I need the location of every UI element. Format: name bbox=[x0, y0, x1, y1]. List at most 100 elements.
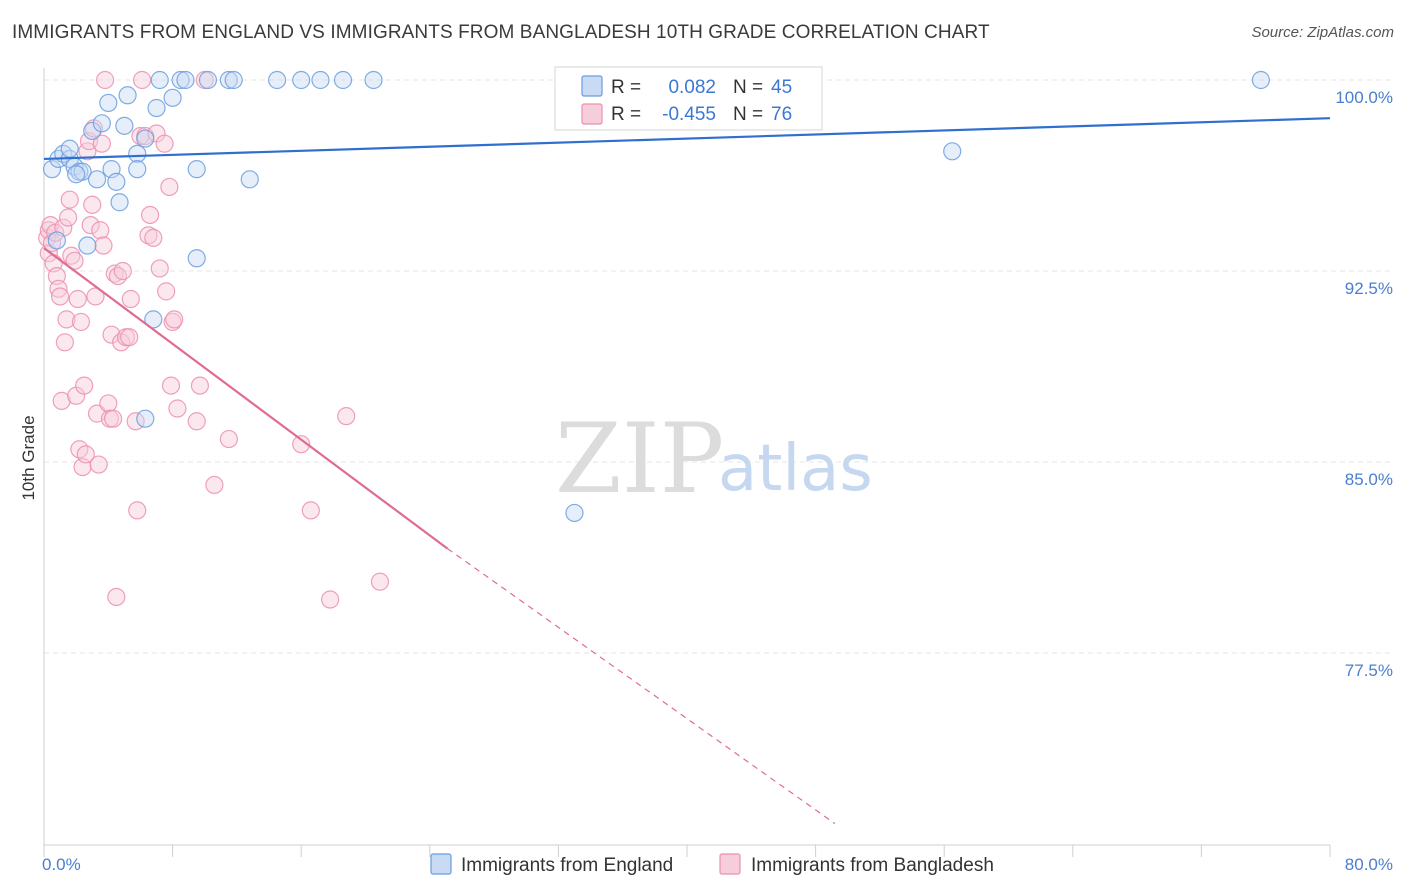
legend-n-label-bangladesh: N = bbox=[733, 104, 763, 125]
point-england-18 bbox=[118, 86, 137, 105]
point-england-17 bbox=[115, 116, 134, 135]
point-england-44 bbox=[67, 165, 86, 184]
y-tick-label-3: 77.5% bbox=[1345, 661, 1393, 680]
point-bangladesh-21 bbox=[71, 312, 91, 332]
point-england-19 bbox=[128, 144, 147, 163]
point-bangladesh-48 bbox=[121, 289, 140, 309]
trend-line-england bbox=[43, 117, 1331, 161]
y-tick-label-1: 92.5% bbox=[1345, 279, 1393, 298]
source-label: Source: ZipAtlas.com bbox=[1251, 24, 1394, 41]
point-england-42 bbox=[1251, 70, 1270, 90]
point-england-9 bbox=[78, 236, 97, 255]
trend-line-bangladesh-extension bbox=[447, 548, 836, 825]
y-axis-label: 10th Grade bbox=[19, 415, 38, 500]
point-bangladesh-73 bbox=[321, 590, 340, 609]
point-bangladesh-61 bbox=[160, 177, 179, 197]
point-bangladesh-59 bbox=[155, 134, 174, 153]
y-tick-label-0: 100.0% bbox=[1335, 88, 1393, 107]
point-bangladesh-50 bbox=[128, 501, 147, 520]
point-bangladesh-37 bbox=[99, 394, 118, 413]
watermark-zip: ZIP bbox=[555, 403, 724, 515]
point-england-32 bbox=[224, 70, 243, 90]
point-bangladesh-52 bbox=[132, 70, 152, 90]
point-england-31 bbox=[219, 70, 238, 90]
point-bangladesh-4 bbox=[42, 233, 62, 253]
point-england-5 bbox=[60, 139, 79, 158]
point-bangladesh-19 bbox=[68, 289, 87, 309]
x-tick-label-1: 80.0% bbox=[1345, 855, 1393, 874]
watermark-atlas: atlas bbox=[718, 432, 873, 506]
bottom-legend-swatch-england bbox=[430, 853, 452, 875]
point-england-39 bbox=[565, 503, 584, 523]
point-bangladesh-32 bbox=[89, 455, 108, 474]
series-legend: Immigrants from England Immigrants from … bbox=[430, 853, 994, 876]
point-bangladesh-13 bbox=[57, 310, 76, 329]
y-tick-label-2: 85.0% bbox=[1345, 470, 1393, 489]
point-england-30 bbox=[198, 70, 218, 90]
bottom-legend-label-bangladesh: Immigrants from Bangladesh bbox=[751, 855, 994, 876]
point-england-10 bbox=[83, 121, 102, 141]
legend-swatch-bangladesh bbox=[581, 103, 603, 125]
correlation-legend: R = 0.082 N = 45 R = -0.455 N = 76 bbox=[554, 66, 823, 131]
point-england-20 bbox=[128, 160, 147, 179]
point-england-28 bbox=[187, 160, 206, 179]
point-bangladesh-27 bbox=[81, 216, 100, 235]
legend-swatch-england bbox=[581, 75, 603, 97]
point-bangladesh-28 bbox=[83, 195, 102, 214]
axes bbox=[43, 68, 1331, 857]
point-england-26 bbox=[171, 70, 190, 90]
x-tick-labels: 0.0% 80.0% bbox=[42, 855, 1393, 874]
trend-line-bangladesh bbox=[43, 247, 449, 550]
point-bangladesh-17 bbox=[65, 251, 84, 270]
point-england-34 bbox=[267, 70, 287, 90]
point-england-25 bbox=[163, 88, 182, 107]
y-tick-labels: 100.0% 92.5% 85.0% 77.5% bbox=[1335, 88, 1393, 680]
point-bangladesh-14 bbox=[59, 208, 78, 227]
point-england-24 bbox=[150, 70, 169, 90]
point-bangladesh-10 bbox=[52, 391, 71, 410]
chart-title: IMMIGRANTS FROM ENGLAND VS IMMIGRANTS FR… bbox=[12, 22, 990, 43]
point-bangladesh-15 bbox=[60, 190, 79, 209]
point-bangladesh-9 bbox=[50, 287, 70, 306]
point-england-15 bbox=[107, 172, 126, 191]
trend-lines bbox=[43, 117, 1331, 825]
point-bangladesh-55 bbox=[140, 205, 160, 225]
point-england-29 bbox=[187, 249, 206, 268]
point-bangladesh-72 bbox=[301, 501, 320, 520]
point-bangladesh-65 bbox=[168, 399, 187, 418]
legend-n-value-england: 45 bbox=[771, 77, 792, 98]
watermark: ZIP atlas bbox=[555, 403, 873, 515]
legend-n-value-bangladesh: 76 bbox=[771, 104, 792, 125]
point-bangladesh-56 bbox=[144, 228, 163, 247]
point-england-22 bbox=[144, 310, 163, 329]
point-bangladesh-75 bbox=[370, 572, 390, 591]
legend-r-label-bangladesh: R = bbox=[611, 104, 641, 125]
point-bangladesh-60 bbox=[157, 282, 176, 301]
point-bangladesh-43 bbox=[108, 266, 128, 286]
point-england-27 bbox=[176, 70, 195, 90]
point-bangladesh-30 bbox=[86, 287, 105, 306]
point-bangladesh-36 bbox=[95, 70, 115, 90]
point-england-16 bbox=[110, 193, 129, 212]
point-bangladesh-58 bbox=[150, 259, 169, 278]
point-england-21 bbox=[136, 129, 155, 148]
bottom-legend-label-england: Immigrants from England bbox=[461, 855, 673, 876]
point-bangladesh-74 bbox=[337, 407, 356, 426]
point-england-37 bbox=[333, 70, 353, 90]
legend-r-value-bangladesh: -0.455 bbox=[662, 104, 716, 125]
point-bangladesh-67 bbox=[190, 376, 210, 395]
point-bangladesh-24 bbox=[76, 445, 95, 464]
point-bangladesh-69 bbox=[205, 475, 224, 495]
point-england-35 bbox=[292, 70, 311, 90]
point-england-41 bbox=[943, 142, 962, 161]
point-bangladesh-39 bbox=[102, 325, 121, 344]
point-bangladesh-66 bbox=[187, 412, 206, 431]
point-england-12 bbox=[92, 114, 111, 133]
legend-n-label-england: N = bbox=[733, 77, 763, 98]
point-bangladesh-62 bbox=[161, 376, 181, 395]
bottom-legend-swatch-bangladesh bbox=[719, 853, 741, 875]
point-bangladesh-45 bbox=[113, 261, 132, 281]
point-bangladesh-35 bbox=[94, 236, 113, 255]
point-bangladesh-54 bbox=[139, 226, 158, 245]
